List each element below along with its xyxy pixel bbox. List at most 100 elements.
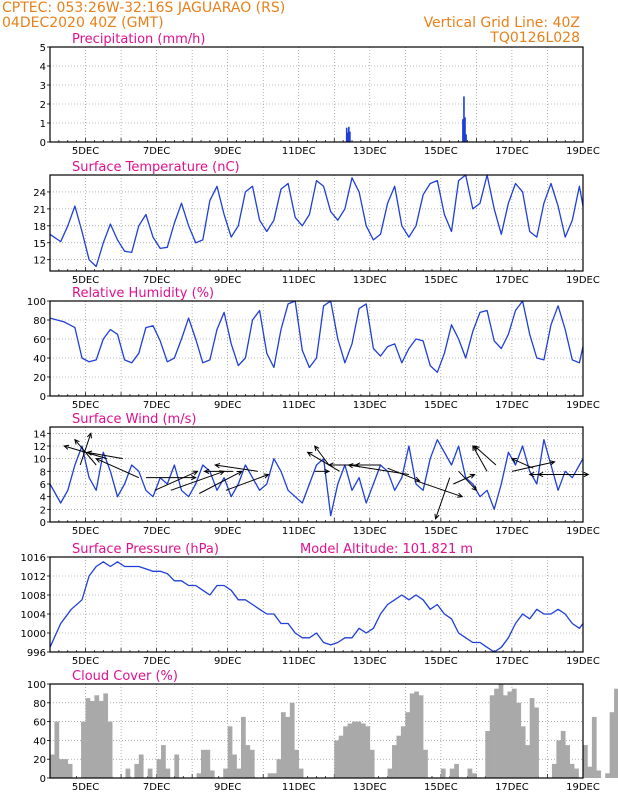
cloud-bar <box>569 763 575 778</box>
xtick-label-cloud: 7DEC <box>143 782 170 793</box>
cloud-bar <box>449 768 455 778</box>
wind-vector-shaft <box>472 445 488 472</box>
xtick-label-rh: 7DEC <box>143 400 170 411</box>
cloud-bar <box>414 691 419 778</box>
ytick-label-wind: 12 <box>33 442 46 453</box>
cloud-bar <box>174 754 180 778</box>
wind-vector-shaft <box>415 480 463 498</box>
cloud-bar <box>196 773 202 778</box>
cloud-bar <box>276 759 282 778</box>
precip-bar <box>345 127 348 142</box>
cloud-bar <box>529 698 535 778</box>
ytick-label-temp: 12 <box>33 256 46 267</box>
cloud-bar <box>161 745 166 778</box>
ytick-label-cloud: 60 <box>33 718 46 729</box>
header-station: CPTEC: 053:26W-32:16S JAGUARAO (RS) <box>2 0 285 16</box>
xtick-label-cloud: 17DEC <box>495 782 529 793</box>
wind-vector-shaft <box>435 477 451 519</box>
xtick-label-temp: 11DEC <box>282 275 316 286</box>
xtick-label-precip: 7DEC <box>143 146 170 157</box>
cloud-bar <box>54 721 60 778</box>
header-model: TQ0126L028 <box>489 30 580 46</box>
ytick-label-pressure: 1012 <box>21 572 46 583</box>
xtick-label-pressure: 13DEC <box>353 656 387 667</box>
ytick-label-cloud: 40 <box>33 736 46 747</box>
xtick-label-cloud: 13DEC <box>353 782 387 793</box>
xtick-label-rh: 5DEC <box>72 400 99 411</box>
cloud-bar <box>498 684 504 778</box>
panel-precip: Precipitation (mm/h) 0 1 2 3 4 5 5DEC 7DEC 9DEC 11… <box>40 32 600 157</box>
wind-vector-shaft <box>215 464 258 472</box>
cloud-bar <box>240 716 246 778</box>
precip-bar <box>464 117 466 142</box>
wind-vector-head <box>537 471 544 478</box>
panel-title-rh: Relative Humidity (%) <box>72 286 214 301</box>
xtick-label-temp: 19DEC <box>566 275 600 286</box>
cloud-bar <box>245 745 251 778</box>
ytick-label-wind: 4 <box>40 493 46 504</box>
wind-vector-shaft <box>474 445 497 466</box>
wind-vector-shaft <box>87 451 123 460</box>
ytick-label-temp: 24 <box>33 188 46 199</box>
xtick-label-temp: 9DEC <box>214 275 241 286</box>
cloud-bar <box>89 700 95 778</box>
cloud-bar <box>98 700 104 778</box>
wind-vector-shaft <box>511 458 534 469</box>
cloud-bar <box>565 745 570 778</box>
cloud-bar <box>520 726 526 778</box>
ytick-label-pressure: 1016 <box>21 553 46 564</box>
cloud-bar <box>551 763 557 778</box>
wind-vector-head <box>190 475 197 481</box>
panel-wind: Surface Wind (m/s) 0 24 6 810 12 14 5DEC 7DEC 9DE… <box>33 412 600 537</box>
cloud-bar <box>223 768 228 778</box>
wind-vector-head <box>314 445 320 452</box>
panel-title-temp: Surface Temperature (nC) <box>72 160 240 175</box>
xtick-label-precip: 19DEC <box>566 146 600 157</box>
ytick-label-rh: 80 <box>33 316 46 327</box>
xtick-label-precip: 5DEC <box>72 146 99 157</box>
ytick-label-temp: 18 <box>33 222 46 233</box>
cloud-bar <box>50 754 55 778</box>
xtick-label-precip: 13DEC <box>353 146 387 157</box>
cloud-bar <box>556 740 562 778</box>
wind-vector-head <box>263 473 270 479</box>
cloud-bar <box>454 763 459 778</box>
cloud-bar <box>138 754 144 778</box>
cloud-bar <box>232 754 237 778</box>
cloud-bar <box>81 721 86 778</box>
cloud-bar <box>609 712 615 778</box>
xtick-label-wind: 13DEC <box>353 526 387 537</box>
ytick-label-precip: 1 <box>40 119 46 130</box>
ytick-label-precip: 0 <box>40 138 46 149</box>
cloud-bar <box>489 695 495 778</box>
precip-bar <box>463 96 465 142</box>
precip-bar <box>462 119 464 142</box>
cloud-bar <box>392 745 397 778</box>
wind-vector-head <box>327 462 334 468</box>
cloud-bar <box>289 702 295 778</box>
ytick-label-wind: 10 <box>33 455 46 466</box>
cloud-bar <box>85 698 91 778</box>
ytick-label-pressure: 1000 <box>21 629 46 640</box>
xtick-label-wind: 5DEC <box>72 526 99 537</box>
ytick-label-wind: 6 <box>40 480 46 491</box>
cloud-bar <box>365 726 371 778</box>
wind-vector-shaft <box>307 451 340 472</box>
wind-vector-head <box>457 492 464 498</box>
cloud-bar <box>400 726 406 778</box>
precip-bar <box>346 132 349 142</box>
wind-vector-head <box>214 463 221 469</box>
cloud-bar <box>440 768 446 778</box>
cloud-bar <box>534 707 539 778</box>
ytick-label-precip: 4 <box>40 62 46 73</box>
cloud-bar <box>614 688 618 778</box>
cloud-bar <box>596 770 602 778</box>
xtick-label-precip: 15DEC <box>424 146 458 157</box>
wind-vector-head <box>86 450 93 456</box>
ytick-label-rh: 60 <box>33 335 46 346</box>
ytick-label-rh: 40 <box>33 354 46 365</box>
wind-vector-head <box>74 438 80 445</box>
cloud-bar <box>507 691 513 778</box>
ytick-label-wind: 14 <box>33 429 46 440</box>
